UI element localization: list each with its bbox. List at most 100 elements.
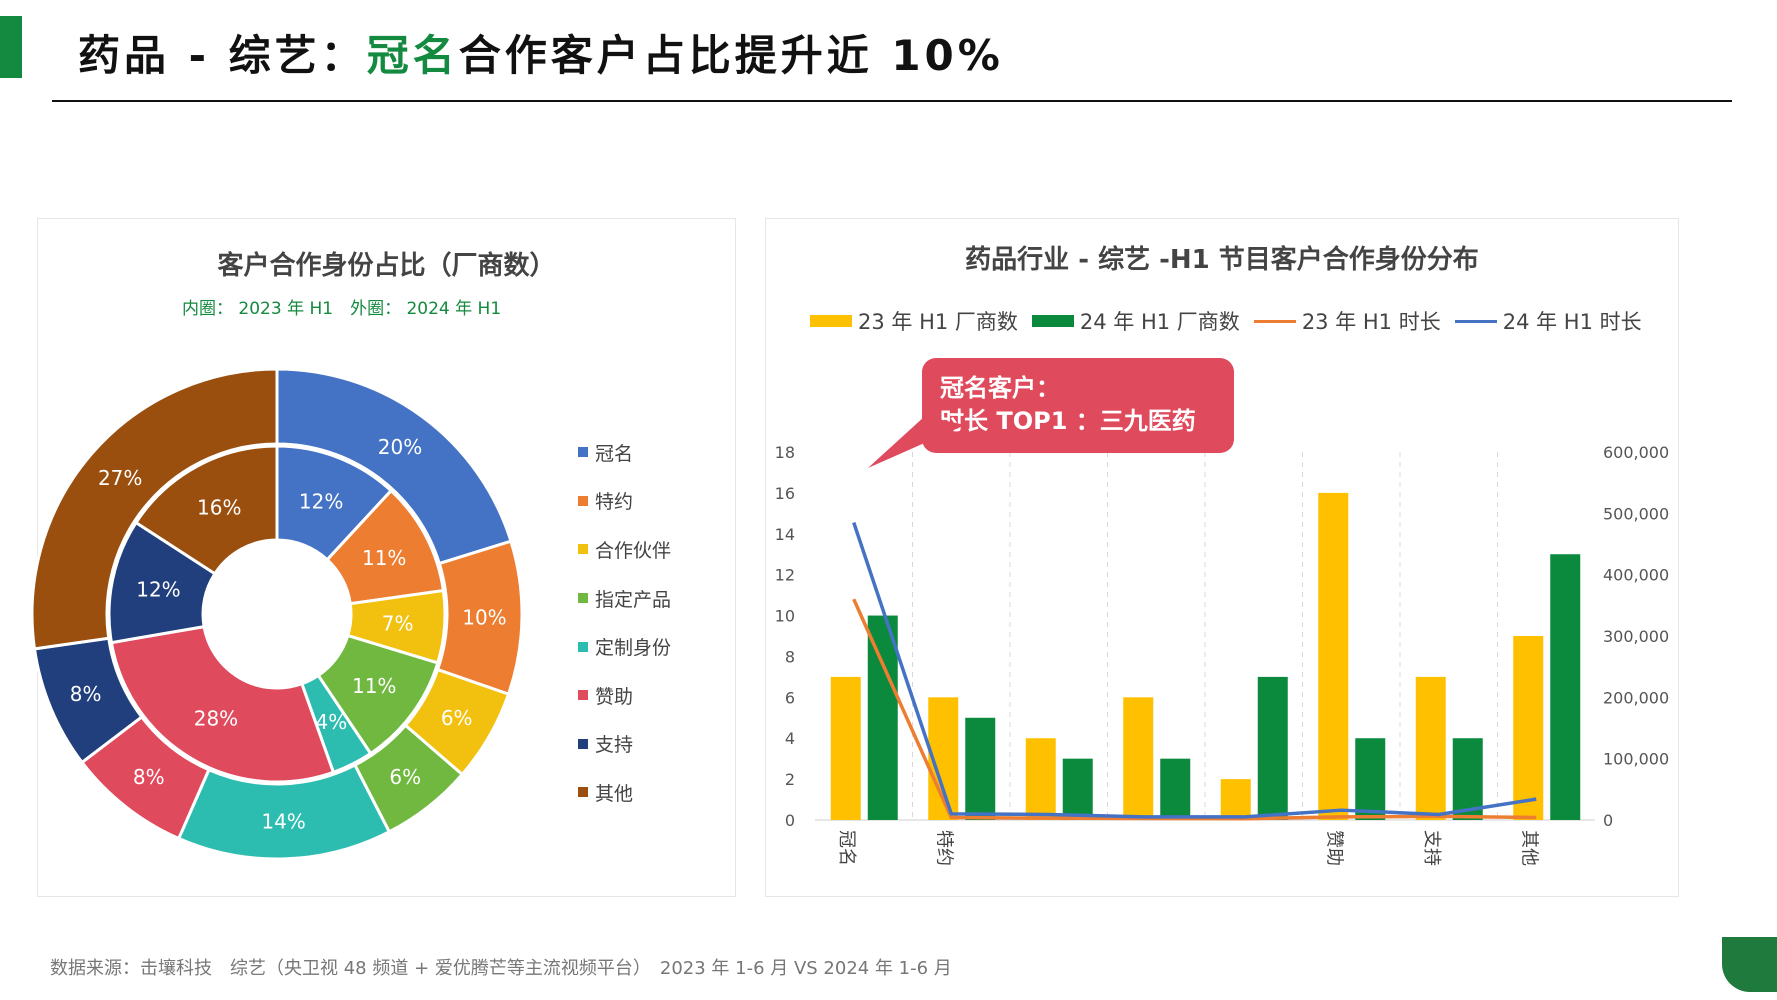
legend-marker <box>810 315 852 327</box>
y-left-tick-label: 14 <box>775 525 795 544</box>
donut-inner-label-3: 11% <box>352 674 396 698</box>
y-right-tick-label: 0 <box>1603 811 1613 830</box>
bar-h1-2024-0 <box>867 615 898 820</box>
title-divider <box>52 100 1732 102</box>
combo-legend-item: 24 年 H1 厂商数 <box>1031 306 1240 336</box>
title-highlight: 冠名 <box>366 31 459 80</box>
donut-legend-item: 其他 <box>578 768 671 817</box>
donut-legend-item: 指定产品 <box>578 574 671 623</box>
legend-swatch <box>578 495 588 506</box>
legend-swatch <box>578 593 588 604</box>
combo-legend-item: 24 年 H1 时长 <box>1454 306 1642 336</box>
x-tick-label: 其他 <box>1518 830 1539 866</box>
legend-swatch <box>578 690 588 701</box>
legend-label: 23 年 H1 厂商数 <box>858 310 1018 334</box>
legend-marker <box>1031 315 1074 327</box>
legend-label: 定制身份 <box>595 637 672 660</box>
bar-h1-2024-2 <box>1062 758 1093 820</box>
donut-legend-item: 特约 <box>578 477 671 526</box>
x-tick-label: 赞助 <box>1323 830 1344 866</box>
legend-label: 指定产品 <box>595 588 672 611</box>
donut-outer-label-5: 8% <box>133 765 165 789</box>
bar-h1-2024-5 <box>1355 738 1386 820</box>
donut-outer-slice-7 <box>30 367 279 651</box>
donut-legend-item: 合作伙伴 <box>578 525 671 574</box>
legend-label: 支持 <box>595 734 634 757</box>
donut-inner-label-4: 4% <box>316 710 348 734</box>
donut-outer-label-6: 8% <box>70 682 102 706</box>
donut-inner-slice-5 <box>109 624 336 784</box>
legend-marker <box>1253 319 1296 323</box>
donut-inner-label-5: 28% <box>194 706 238 730</box>
legend-label: 24 年 H1 厂商数 <box>1079 310 1240 334</box>
accent-bar <box>0 16 22 78</box>
bar-h1-2023-3 <box>1123 697 1154 820</box>
donut-legend-item: 支持 <box>578 720 671 769</box>
legend-label: 合作伙伴 <box>595 539 672 562</box>
legend-label: 赞助 <box>595 685 634 708</box>
donut-legend-item: 定制身份 <box>578 622 671 671</box>
donut-outer-label-7: 27% <box>98 466 142 490</box>
footer-source: 数据来源：击壤科技 综艺（央卫视 48 频道 + 爱优腾芒等主流视频平台） 20… <box>50 958 952 979</box>
y-right-tick-label: 100,000 <box>1603 750 1669 769</box>
donut-outer-label-0: 20% <box>378 435 422 459</box>
line-duration-2024 <box>852 521 1537 819</box>
y-right-tick-label: 600,000 <box>1603 443 1669 462</box>
title-suffix: 合作客户占比提升近 10% <box>458 31 1004 80</box>
donut-inner-label-1: 11% <box>362 546 406 570</box>
x-tick-label: 支持 <box>1421 830 1442 866</box>
callout-line1: 冠名客户： <box>940 374 1060 402</box>
legend-marker <box>1454 319 1497 323</box>
callout-line2: 时长 TOP1 ：三九医药 <box>940 407 1196 435</box>
y-left-tick-label: 18 <box>775 443 795 462</box>
y-left-tick-label: 12 <box>775 566 795 585</box>
x-tick-label: 特约 <box>933 830 954 866</box>
y-left-tick-label: 8 <box>785 647 795 666</box>
corner-decoration <box>1722 937 1777 992</box>
legend-swatch <box>578 447 588 458</box>
donut-outer-label-1: 10% <box>462 605 506 629</box>
legend-label: 24 年 H1 时长 <box>1502 310 1642 334</box>
donut-inner-label-2: 7% <box>382 611 414 635</box>
bar-h1-2023-7 <box>1513 636 1544 820</box>
bar-h1-2023-0 <box>830 676 861 820</box>
y-right-tick-label: 400,000 <box>1603 566 1669 585</box>
legend-swatch <box>578 787 588 798</box>
legend-label: 特约 <box>595 491 634 514</box>
left-chart-title: 客户合作身份占比（厂商数） <box>217 251 556 281</box>
donut-legend: 冠名特约合作伙伴指定产品定制身份赞助支持其他 <box>578 428 671 817</box>
y-left-tick-label: 0 <box>785 811 795 830</box>
y-right-tick-label: 200,000 <box>1603 688 1669 707</box>
left-chart-subtitle: 内圈： 2023 年 H1 外圈： 2024 年 H1 <box>182 299 502 319</box>
donut-inner-label-6: 12% <box>136 578 180 602</box>
combo-legend: 23 年 H1 厂商数 24 年 H1 厂商数 23 年 H1 时长 24 年 H1 … <box>810 306 1656 336</box>
x-tick-label: 冠名 <box>836 830 857 866</box>
y-left-tick-label: 16 <box>775 484 795 503</box>
bar-h1-2023-4 <box>1220 779 1251 820</box>
callout-box: 冠名客户： 时长 TOP1 ：三九医药 <box>922 358 1234 453</box>
right-chart-title: 药品行业 - 综艺 -H1 节目客户合作身份分布 <box>965 245 1479 275</box>
bar-h1-2023-5 <box>1318 492 1349 820</box>
donut-legend-item: 冠名 <box>578 428 671 477</box>
donut-inner-label-0: 12% <box>299 489 343 513</box>
donut-outer-label-2: 6% <box>441 706 473 730</box>
y-right-tick-label: 300,000 <box>1603 627 1669 646</box>
legend-swatch <box>578 641 588 652</box>
donut-legend-item: 赞助 <box>578 671 671 720</box>
bar-h1-2024-6 <box>1452 738 1483 820</box>
y-left-tick-label: 10 <box>775 607 795 626</box>
donut-outer-label-3: 6% <box>389 765 421 789</box>
title-prefix: 药品 - 综艺： <box>78 31 367 80</box>
donut-outer-label-4: 14% <box>261 809 305 833</box>
combo-legend-item: 23 年 H1 时长 <box>1253 306 1441 336</box>
y-left-tick-label: 6 <box>785 688 795 707</box>
bar-h1-2023-2 <box>1025 738 1056 820</box>
bar-h1-2024-3 <box>1160 758 1191 820</box>
bar-h1-2024-7 <box>1550 554 1581 820</box>
y-left-tick-label: 4 <box>785 729 795 748</box>
bar-h1-2023-6 <box>1415 676 1446 820</box>
bar-h1-2024-1 <box>965 717 996 820</box>
y-right-tick-label: 500,000 <box>1603 504 1669 523</box>
